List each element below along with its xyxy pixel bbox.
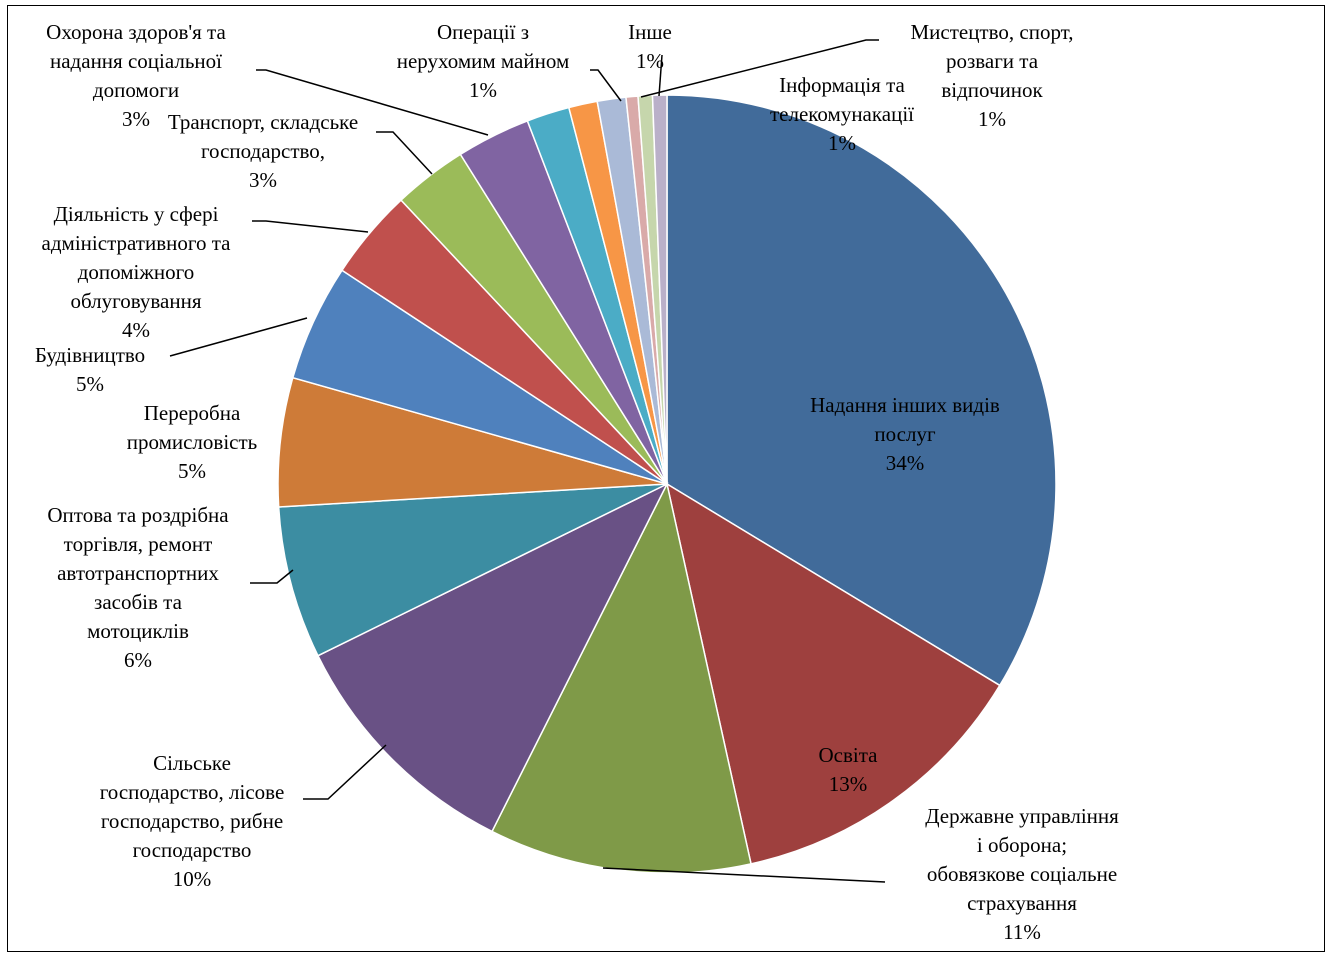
- slice-category-label: нерухомим майном: [397, 49, 569, 73]
- pie-slice-4: [316, 482, 669, 833]
- slice-category-label: Діяльність у сфері: [54, 202, 219, 226]
- slice-category-label: допоміжного: [78, 260, 194, 284]
- slice-label-9: Транспорт, складське господарство, 3%: [168, 110, 358, 192]
- pie-slice-3: [491, 481, 752, 874]
- slice-category-label: адміністративного та: [42, 231, 232, 255]
- slice-category-label: автотранспортних: [57, 561, 219, 585]
- slice-category-label: і оборона;: [977, 833, 1067, 857]
- slice-category-label: Переробна: [144, 401, 241, 425]
- slice-percent-label: 1%: [828, 131, 856, 155]
- slice-category-label: мотоциклів: [87, 619, 189, 643]
- slice-category-label: господарство,: [201, 139, 325, 163]
- leader-line-14: [658, 54, 663, 97]
- leader-line-8: [252, 220, 369, 233]
- slice-percent-label: 34%: [886, 451, 925, 475]
- slice-category-label: розваги та: [946, 49, 1039, 73]
- slice-label-4: Сільське господарство, лісове господарство…: [100, 751, 285, 891]
- slice-category-label: Сільське: [153, 751, 231, 775]
- slice-category-label: Будівництво: [35, 343, 145, 367]
- slice-category-label: відпочинок: [941, 78, 1043, 102]
- slice-percent-label: 1%: [636, 49, 664, 73]
- leader-line-3: [602, 867, 886, 883]
- slice-label-16: Інформація та телекомунакації 1%: [770, 73, 914, 155]
- slice-category-label: Надання інших видів: [810, 393, 1000, 417]
- leader-line-15: [640, 39, 879, 98]
- pie-slice-1: [666, 94, 1057, 687]
- slice-labels: Надання інших видів послуг 34% Освіта 13% Дер…: [35, 20, 1119, 944]
- slice-percent-label: 1%: [978, 107, 1006, 131]
- slice-category-label: господарство, рибне: [101, 809, 283, 833]
- slice-category-label: Операції з: [437, 20, 529, 44]
- slice-label-14: Інше 1%: [628, 20, 672, 73]
- slice-label-6: Переробна промисловість 5%: [127, 401, 258, 483]
- slice-label-3: Державне управління і оборона; обовязкове …: [925, 804, 1119, 944]
- slice-percent-label: 3%: [122, 107, 150, 131]
- leader-line-5: [250, 569, 294, 584]
- slice-label-5: Оптова та роздрібна торгівля, ремонт автот…: [47, 503, 229, 672]
- slice-category-label: промисловість: [127, 430, 258, 454]
- slice-label-7: Будівництво 5%: [35, 343, 145, 396]
- slice-category-label: допомоги: [93, 78, 179, 102]
- slice-percent-label: 1%: [469, 78, 497, 102]
- slice-category-label: торгівля, ремонт: [64, 532, 213, 556]
- leader-lines: [169, 39, 886, 883]
- slice-label-2: Освіта 13%: [819, 743, 879, 796]
- slice-label-10: Охорона здоров'я та надання соціальної доп…: [46, 20, 226, 131]
- slice-category-label: Інше: [628, 20, 672, 44]
- slice-category-label: Оптова та роздрібна: [47, 503, 229, 527]
- slice-percent-label: 13%: [829, 772, 868, 796]
- slice-category-label: послуг: [874, 422, 936, 446]
- pie-slice-5: [277, 483, 668, 657]
- slice-label-8: Діяльність у сфері адміністративного та до…: [42, 202, 232, 342]
- slice-percent-label: 10%: [173, 867, 212, 891]
- slice-category-label: Охорона здоров'я та: [46, 20, 226, 44]
- slice-percent-label: 6%: [124, 648, 152, 672]
- slice-category-label: обовязкове соціальне: [927, 862, 1117, 886]
- slice-category-label: Інформація та: [779, 73, 905, 97]
- slice-label-12: Операції з нерухомим майном 1%: [397, 20, 569, 102]
- slice-percent-label: 11%: [1003, 920, 1041, 944]
- slice-percent-label: 3%: [249, 168, 277, 192]
- slice-category-label: облуговування: [70, 289, 201, 313]
- slice-category-label: господарство: [133, 838, 252, 862]
- pie-slice-2: [665, 482, 1001, 865]
- slice-category-label: господарство, лісове: [100, 780, 285, 804]
- slice-percent-label: 4%: [122, 318, 150, 342]
- leader-line-10: [256, 69, 489, 136]
- slice-category-label: Освіта: [819, 743, 879, 767]
- leader-line-4: [303, 744, 387, 800]
- slice-category-label: надання соціальної: [50, 49, 222, 73]
- slice-category-label: Державне управління: [925, 804, 1119, 828]
- leader-line-9: [376, 131, 433, 175]
- pie-slices: [277, 94, 1057, 874]
- slice-category-label: страхування: [967, 891, 1077, 915]
- slice-percent-label: 5%: [178, 459, 206, 483]
- slice-percent-label: 5%: [76, 372, 104, 396]
- leader-line-7: [169, 317, 308, 357]
- slice-category-label: Транспорт, складське: [168, 110, 358, 134]
- slice-category-label: телекомунакації: [770, 102, 914, 126]
- slice-label-15: Мистецтво, спорт, розваги та відпочинок 1%: [910, 20, 1073, 131]
- slice-label-1: Надання інших видів послуг 34%: [810, 393, 1000, 475]
- leader-line-12: [590, 69, 622, 102]
- slice-category-label: засобів та: [94, 590, 183, 614]
- slice-category-label: Мистецтво, спорт,: [910, 20, 1073, 44]
